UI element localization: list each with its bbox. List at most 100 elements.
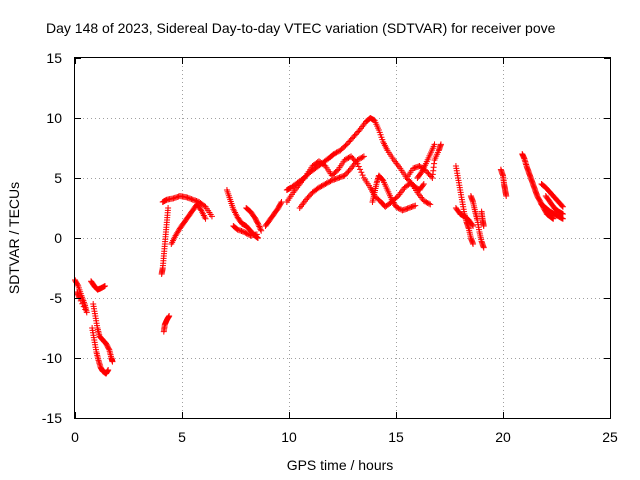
data-point — [347, 137, 354, 144]
data-point — [358, 169, 365, 176]
data-point — [503, 193, 510, 199]
data-point — [355, 128, 362, 135]
data-point — [341, 157, 348, 163]
data-point — [420, 197, 427, 204]
data-point — [393, 203, 399, 210]
y-tick-label: 5 — [54, 170, 62, 186]
data-point — [395, 205, 402, 212]
data-point — [437, 141, 444, 148]
data-point — [319, 182, 326, 189]
y-tick-label: -5 — [50, 290, 63, 306]
data-point — [346, 154, 353, 161]
data-point — [341, 172, 348, 179]
data-point — [202, 215, 209, 222]
data-point — [419, 182, 426, 189]
data-point — [344, 155, 351, 162]
data-point — [354, 157, 361, 163]
data-point — [420, 181, 427, 187]
y-tick-label: 15 — [46, 50, 62, 66]
data-point — [327, 178, 334, 185]
data-points — [72, 115, 566, 377]
data-point — [480, 244, 487, 251]
data-point — [109, 358, 116, 365]
data-point — [318, 183, 325, 190]
data-point — [243, 230, 250, 237]
data-point — [396, 205, 403, 212]
data-point — [348, 135, 355, 142]
data-point — [333, 149, 340, 156]
data-point — [550, 215, 557, 222]
data-point — [317, 183, 324, 190]
data-point — [82, 306, 89, 313]
data-point — [241, 229, 248, 235]
data-point — [359, 154, 366, 161]
x-tick-label: 10 — [281, 429, 297, 445]
data-point — [424, 199, 431, 206]
data-point — [257, 226, 264, 233]
data-point — [244, 231, 251, 238]
data-point — [470, 241, 477, 247]
data-point — [323, 180, 330, 187]
data-point — [351, 132, 358, 139]
data-point — [349, 154, 356, 161]
data-point — [342, 156, 349, 163]
data-point — [303, 196, 310, 203]
data-point — [345, 139, 352, 146]
data-point — [305, 193, 312, 200]
data-point — [559, 202, 566, 209]
data-point — [321, 181, 328, 188]
y-tick-label: 0 — [54, 230, 62, 246]
data-point — [101, 283, 108, 289]
data-point — [255, 222, 262, 229]
y-tick-label: -10 — [42, 350, 62, 366]
grid-lines — [75, 58, 610, 418]
data-point — [79, 300, 86, 307]
data-point — [426, 172, 433, 179]
data-point — [480, 223, 487, 229]
data-point — [306, 192, 313, 199]
data-point — [74, 281, 81, 288]
data-point — [469, 221, 476, 228]
data-point — [80, 303, 87, 310]
data-point — [346, 166, 353, 173]
data-point — [254, 220, 261, 227]
data-point — [166, 313, 173, 319]
data-point — [423, 199, 430, 206]
data-point — [256, 224, 263, 231]
y-axis-label: SDTVAR / TECUs — [6, 182, 22, 294]
data-point — [359, 172, 366, 179]
data-point — [254, 235, 261, 241]
data-point — [559, 211, 566, 217]
data-point — [406, 180, 413, 187]
data-point — [394, 204, 401, 211]
data-point — [334, 148, 341, 155]
data-point — [431, 141, 438, 148]
data-point — [242, 229, 249, 236]
x-tick-label: 20 — [495, 429, 511, 445]
data-point — [322, 181, 329, 187]
y-tick-label: 10 — [46, 110, 62, 126]
data-point — [201, 202, 208, 209]
data-point — [83, 309, 90, 316]
data-point — [278, 199, 285, 205]
axis-ticks: 0 5 10 15 20 25 -15 -10 -5 0 5 10 15 — [42, 50, 618, 445]
data-point — [425, 200, 432, 207]
data-point — [345, 168, 352, 175]
data-point — [253, 231, 260, 238]
data-point — [355, 163, 362, 170]
data-point — [358, 154, 365, 161]
data-point — [355, 156, 362, 163]
data-point — [321, 162, 328, 169]
data-point — [324, 179, 331, 186]
data-point — [256, 223, 263, 230]
chart-title: Day 148 of 2023, Sidereal Day-to-day VTE… — [46, 20, 556, 36]
data-point — [105, 367, 112, 373]
data-point — [422, 198, 429, 205]
data-point — [254, 219, 261, 226]
data-point — [470, 223, 477, 229]
x-tick-label: 0 — [71, 429, 79, 445]
y-tick-label: -15 — [42, 410, 62, 426]
data-point — [332, 150, 339, 157]
data-point — [326, 178, 333, 185]
